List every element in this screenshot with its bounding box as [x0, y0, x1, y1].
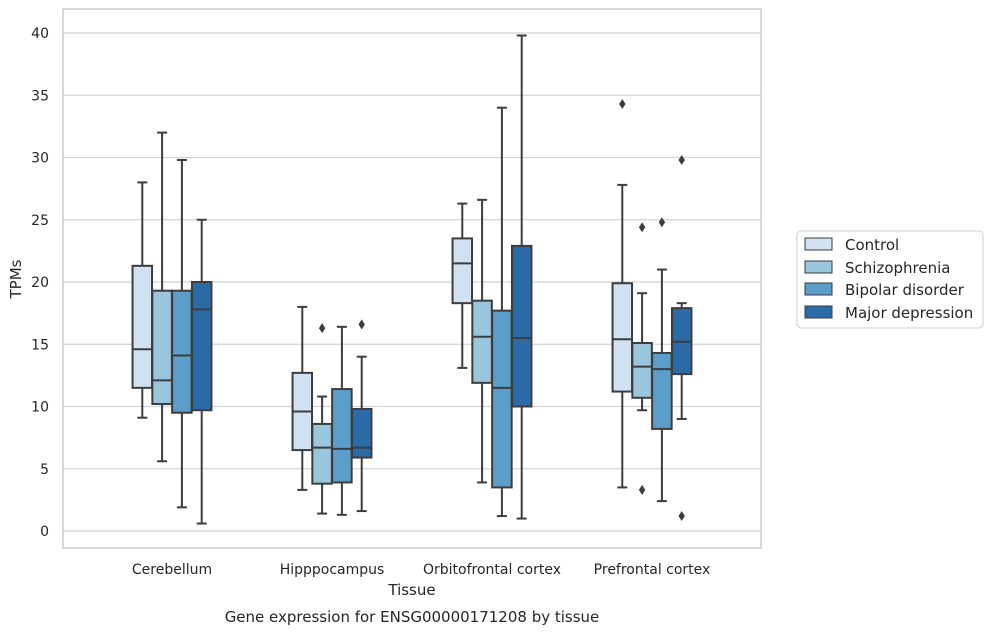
x-tick-label: Hipppocampus	[280, 562, 385, 578]
legend-label-major-depression: Major depression	[845, 304, 973, 322]
box-iqr	[171, 289, 193, 414]
boxes	[131, 34, 693, 525]
box-iqr	[350, 407, 373, 459]
box-iqr	[311, 422, 333, 485]
box-iqr	[131, 264, 154, 389]
outlier-point	[358, 319, 365, 330]
chart-caption: Gene expression for ENSG00000171208 by t…	[225, 608, 600, 626]
box-major-depression-cerebellum	[190, 218, 213, 525]
outlier-point	[638, 484, 646, 495]
gridlines	[63, 32, 761, 532]
box-iqr	[451, 237, 474, 305]
y-tick-label: 20	[31, 275, 49, 291]
box-major-depression-hipppocampus	[350, 319, 373, 513]
outlier-point	[619, 98, 626, 109]
y-tick-label: 10	[31, 400, 49, 416]
legend-label-control: Control	[845, 236, 899, 254]
legend-frame	[796, 230, 984, 329]
legend-swatch-major-depression	[804, 305, 833, 319]
box-schizophrenia-prefrontal-cortex	[631, 222, 653, 495]
plot-frame	[62, 8, 762, 549]
y-tick-label: 30	[31, 151, 49, 167]
y-tick-label: 40	[31, 26, 49, 42]
box-major-depression-orbitofrontal-cortex	[510, 34, 533, 520]
y-tick-label: 25	[31, 213, 49, 229]
x-tick-label: Prefrontal cortex	[594, 562, 711, 578]
legend-swatch-schizophrenia	[804, 260, 833, 274]
outlier-point	[638, 222, 646, 233]
box-schizophrenia-cerebellum	[151, 131, 173, 463]
outlier-point	[318, 323, 326, 334]
box-bipolar-disorder-prefrontal-cortex	[651, 217, 673, 503]
y-tick-label: 35	[31, 88, 49, 104]
x-tick-label: Orbitofrontal cortex	[423, 562, 561, 578]
x-tick-label: Cerebellum	[132, 562, 212, 578]
legend-label-bipolar-disorder: Bipolar disorder	[845, 281, 965, 299]
y-axis-label: TPMs	[7, 259, 25, 299]
box-schizophrenia-hipppocampus	[311, 323, 333, 515]
box-control-cerebellum	[131, 181, 154, 419]
box-iqr	[151, 289, 173, 406]
x-tick-labels: Cerebellum Hipppocampus Orbitofrontal cort…	[132, 562, 710, 578]
x-axis-label: Tissue	[387, 581, 435, 599]
box-iqr	[331, 388, 353, 484]
box-iqr	[510, 244, 533, 408]
box-control-prefrontal-cortex	[611, 98, 634, 489]
outlier-point	[678, 154, 685, 165]
outlier-point	[678, 511, 685, 522]
box-iqr	[651, 351, 673, 430]
box-bipolar-disorder-cerebellum	[171, 158, 193, 509]
box-major-depression-prefrontal-cortex	[670, 154, 693, 522]
y-tick-labels: 0 5 10 15 20 25 30 35 40	[31, 26, 49, 540]
legend: Control Schizophrenia Bipolar disorder M…	[796, 230, 984, 329]
legend-swatch-bipolar-disorder	[804, 282, 833, 296]
box-iqr	[190, 281, 213, 412]
box-iqr	[611, 282, 634, 393]
y-tick-label: 5	[40, 462, 49, 478]
box-control-hipppocampus	[291, 305, 314, 491]
y-tick-label: 0	[40, 524, 49, 540]
legend-label-schizophrenia: Schizophrenia	[845, 259, 950, 277]
box-bipolar-disorder-hipppocampus	[331, 325, 353, 516]
box-iqr	[491, 309, 513, 489]
outlier-point	[658, 217, 666, 228]
y-tick-label: 15	[31, 337, 49, 353]
box-iqr	[631, 342, 653, 399]
box-iqr	[471, 299, 493, 384]
legend-swatch-control	[804, 237, 833, 251]
box-schizophrenia-orbitofrontal-cortex	[471, 198, 493, 484]
box-bipolar-disorder-orbitofrontal-cortex	[491, 106, 513, 518]
box-control-orbitofrontal-cortex	[451, 202, 474, 369]
